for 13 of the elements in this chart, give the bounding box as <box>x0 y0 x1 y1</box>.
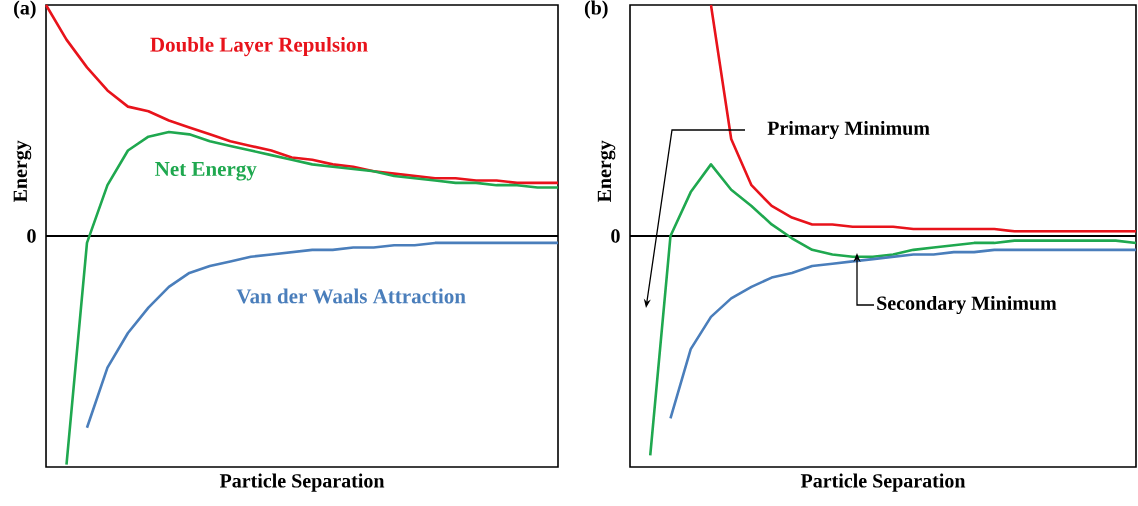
series-label: Van der Waals Attraction <box>236 288 466 304</box>
text: 0 <box>611 229 620 243</box>
y-axis-title: Energy <box>13 140 32 203</box>
annotation: Secondary Minimum <box>877 295 1057 315</box>
series-label: Net Energy <box>155 162 257 181</box>
annotation: Primary Minimum <box>767 120 930 140</box>
y-axis-title: Energy <box>597 140 616 203</box>
x-axis-title: Particle Separation <box>800 473 966 492</box>
chart-title: (b) <box>584 0 608 19</box>
text: 0 <box>27 229 36 243</box>
chart-title: (a) <box>14 0 36 19</box>
text: Double Layer Repulsion <box>150 37 368 57</box>
x-axis-title: Particle Separation <box>219 473 385 492</box>
